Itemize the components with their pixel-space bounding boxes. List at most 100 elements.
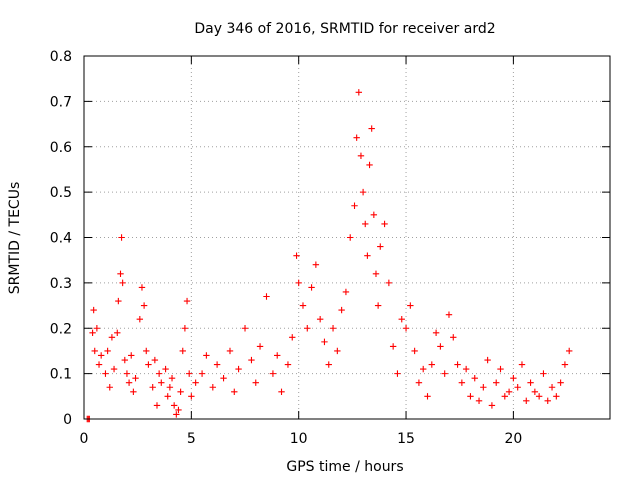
data-point bbox=[186, 370, 193, 377]
data-point bbox=[407, 302, 414, 309]
data-point bbox=[357, 152, 365, 160]
y-tick-label: 0.7 bbox=[50, 94, 72, 110]
data-point bbox=[510, 374, 517, 382]
data-point bbox=[362, 220, 369, 228]
data-point bbox=[104, 347, 111, 355]
chart-title: Day 346 of 2016, SRMTID for receiver ard… bbox=[194, 21, 495, 37]
data-point bbox=[145, 361, 152, 368]
y-tick-label: 0.1 bbox=[50, 367, 72, 383]
data-point bbox=[370, 211, 378, 219]
data-point bbox=[523, 397, 530, 405]
data-point bbox=[325, 361, 332, 368]
data-point bbox=[398, 315, 405, 323]
data-point bbox=[514, 384, 521, 391]
data-point bbox=[231, 388, 238, 395]
x-axis-label: GPS time / hours bbox=[286, 459, 403, 475]
data-point bbox=[544, 397, 551, 405]
data-point bbox=[143, 347, 150, 355]
data-point bbox=[411, 347, 418, 355]
data-point bbox=[158, 379, 165, 386]
data-point bbox=[527, 379, 534, 386]
data-point bbox=[437, 343, 444, 350]
data-point bbox=[108, 334, 116, 341]
data-point bbox=[368, 125, 375, 132]
y-tick-label: 0.4 bbox=[50, 231, 72, 247]
data-point bbox=[220, 374, 227, 382]
y-tick-label: 0.5 bbox=[50, 185, 72, 201]
data-point bbox=[110, 365, 118, 373]
data-point bbox=[209, 384, 217, 391]
data-point bbox=[535, 393, 543, 400]
data-point bbox=[493, 379, 500, 386]
grid-lines bbox=[84, 56, 610, 419]
data-point bbox=[125, 379, 133, 386]
data-point bbox=[540, 370, 547, 377]
data-point bbox=[308, 284, 315, 291]
data-point bbox=[91, 347, 98, 355]
x-tick-label: 10 bbox=[290, 431, 308, 447]
data-point bbox=[119, 279, 126, 287]
data-point bbox=[353, 134, 360, 141]
data-point bbox=[359, 188, 367, 196]
data-point bbox=[394, 370, 401, 377]
data-point bbox=[295, 279, 302, 287]
data-point bbox=[312, 261, 320, 268]
data-point bbox=[355, 89, 363, 96]
data-point bbox=[389, 343, 397, 350]
data-point bbox=[89, 329, 96, 336]
data-point bbox=[548, 384, 556, 391]
data-point bbox=[241, 325, 249, 332]
data-point bbox=[153, 402, 161, 409]
data-point bbox=[117, 270, 124, 277]
data-point bbox=[342, 288, 350, 296]
x-tick-label: 0 bbox=[80, 431, 89, 447]
data-point bbox=[557, 379, 564, 386]
data-point bbox=[102, 370, 109, 377]
data-point bbox=[385, 279, 393, 287]
data-point bbox=[175, 406, 182, 414]
data-point bbox=[166, 384, 174, 391]
data-point bbox=[289, 334, 296, 341]
data-point bbox=[128, 352, 135, 359]
data-point bbox=[162, 365, 169, 373]
data-point bbox=[531, 388, 539, 395]
data-point bbox=[149, 384, 156, 391]
data-point bbox=[347, 234, 354, 241]
data-point bbox=[566, 347, 573, 355]
data-point bbox=[213, 361, 221, 368]
data-point bbox=[553, 393, 560, 400]
data-point bbox=[138, 284, 146, 291]
data-point bbox=[432, 329, 440, 336]
data-point bbox=[173, 411, 180, 418]
data-point bbox=[316, 315, 324, 323]
data-point bbox=[115, 297, 122, 305]
y-tick-label: 0.2 bbox=[50, 321, 72, 337]
data-point bbox=[136, 315, 144, 323]
data-point bbox=[256, 343, 264, 350]
data-point bbox=[501, 393, 508, 400]
data-point bbox=[467, 393, 474, 400]
data-point bbox=[278, 388, 285, 395]
y-axis-label: SRMTID / TECUs bbox=[7, 182, 23, 295]
data-point bbox=[450, 334, 457, 341]
data-point bbox=[164, 393, 171, 400]
data-point bbox=[203, 352, 210, 359]
data-point bbox=[93, 325, 101, 332]
data-point bbox=[329, 325, 337, 332]
data-point bbox=[140, 302, 148, 309]
y-tick-label: 0.6 bbox=[50, 140, 72, 156]
data-point bbox=[518, 361, 526, 368]
data-point bbox=[95, 361, 103, 368]
data-point bbox=[351, 202, 358, 209]
data-point bbox=[475, 397, 483, 405]
axis-ticks bbox=[83, 55, 610, 420]
data-point bbox=[151, 356, 159, 364]
data-point bbox=[561, 361, 569, 368]
data-point bbox=[402, 325, 410, 332]
data-point bbox=[377, 243, 384, 250]
data-point bbox=[480, 384, 487, 391]
x-tick-label: 15 bbox=[397, 431, 415, 447]
data-point bbox=[364, 252, 371, 259]
data-point bbox=[155, 370, 163, 377]
